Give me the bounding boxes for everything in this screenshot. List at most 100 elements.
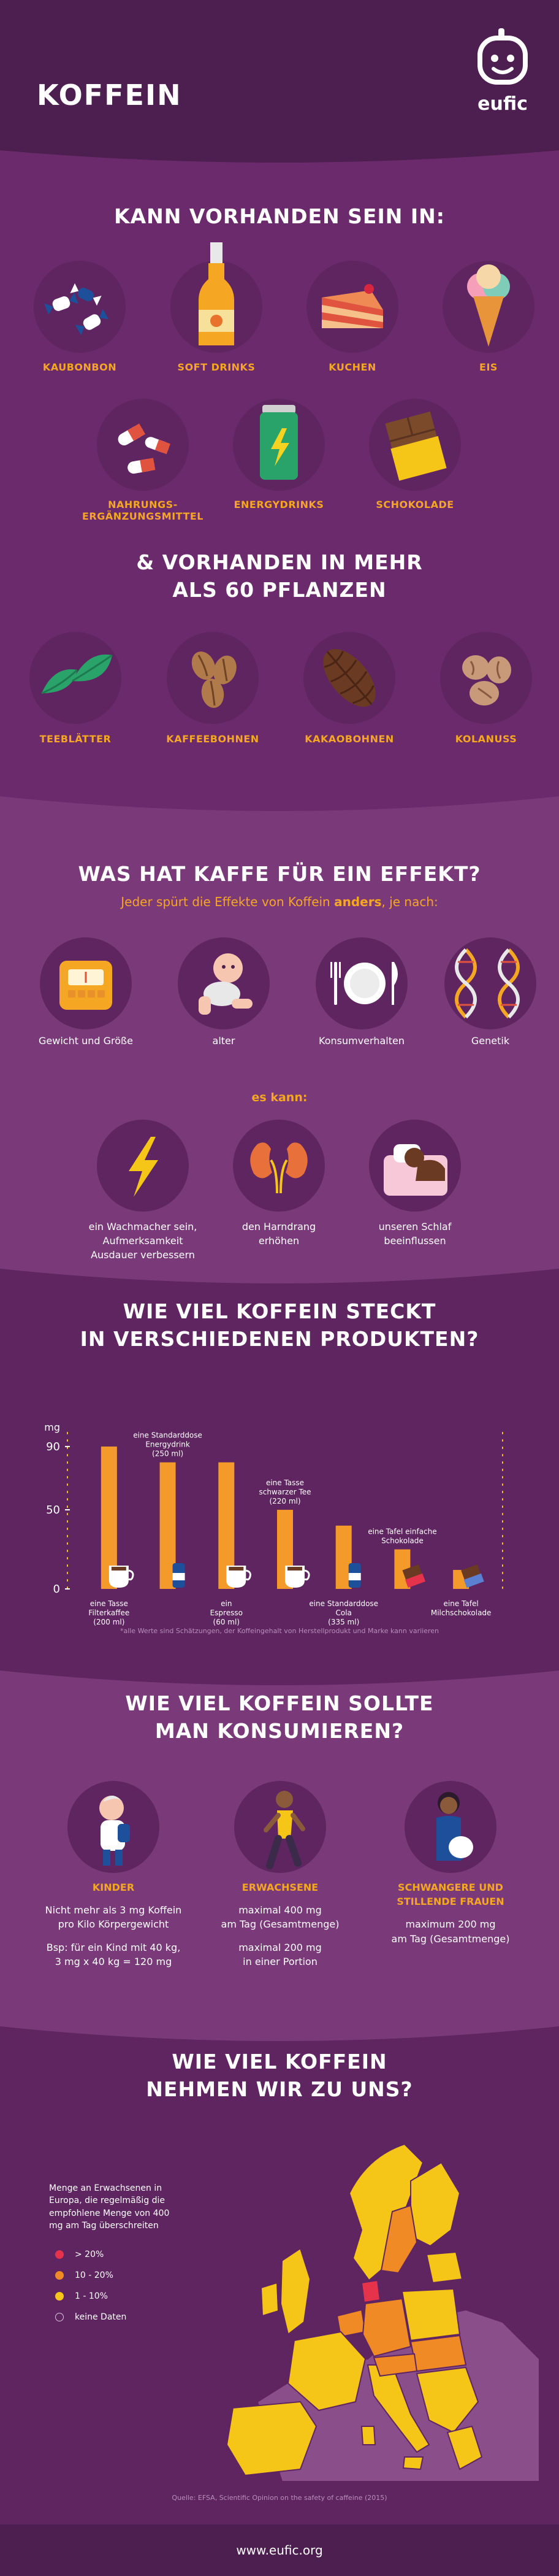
europe-title-line2: NEHMEN WIR ZU UNS?	[146, 2077, 413, 2101]
coffee-beans-circle	[167, 632, 259, 724]
legend-intro-3: empfohlene Menge von 400	[49, 2208, 170, 2218]
map-central-europe	[409, 2334, 467, 2372]
intake-section: WIE VIEL KOFFEIN SOLLTE MAN KONSUMIEREN?…	[0, 1666, 559, 2021]
group-children-title: KINDER	[92, 1882, 135, 1893]
coffee-beans-icon	[191, 651, 237, 708]
bar-label-0-0: eine Tasse	[90, 1599, 128, 1608]
source-label-soft-drinks: SOFT DRINKS	[177, 361, 256, 373]
bar-label-1-2: (250 ml)	[152, 1450, 183, 1458]
lightning-icon	[129, 1137, 158, 1197]
group-children: KINDER Nicht mehr als 3 mg Koffein pro K…	[21, 1880, 205, 1969]
europe-section: WIE VIEL KOFFEIN NEHMEN WIR ZU UNS? Meng…	[0, 2021, 559, 2524]
legend-item-mid: 10 - 20%	[49, 2265, 190, 2286]
bar-label-6-1: Milchschokolade	[431, 1609, 492, 1617]
group-pregnant-title2: STILLENDE FRAUEN	[397, 1896, 504, 1908]
bar-label-3-2: (220 ml)	[269, 1497, 300, 1505]
cola-can-icon	[348, 1563, 361, 1588]
group-pregnant-title: SCHWANGERE UND	[398, 1882, 503, 1893]
map-legend: Menge an Erwachsenen in Europa, die rege…	[49, 2182, 190, 2328]
map-greece	[446, 2425, 483, 2470]
map-balkans	[416, 2366, 479, 2434]
group-pregnant-line2: am Tag (Gesamtmenge)	[391, 1932, 510, 1945]
legend-label-low: 1 - 10%	[75, 2291, 108, 2302]
pregnant-circle	[405, 1781, 496, 1873]
sources-section: KANN VORHANDEN SEIN IN: KAUBONBON SOFT D…	[0, 144, 559, 549]
map-source: Quelle: EFSA, Scientific Opinion on the …	[172, 2494, 387, 2502]
candy-icon	[44, 283, 109, 336]
sources-title: KANN VORHANDEN SEIN IN:	[114, 204, 445, 228]
outcome-label-alert: ein Wachmacher sein, Aufmerksamkeit Ausd…	[72, 1220, 213, 1263]
factor-label-consumption: Konsumverhalten	[319, 1035, 405, 1047]
bar-label-6-0: eine Tafel	[444, 1599, 479, 1608]
coffee-cup-icon	[108, 1566, 134, 1588]
legend-intro-1: Menge an Erwachsenen in	[49, 2183, 162, 2193]
legend-item-nodata: keine Daten	[49, 2307, 190, 2328]
europe-title: WIE VIEL KOFFEIN NEHMEN WIR ZU UNS?	[0, 2048, 559, 2103]
europe-map	[226, 2143, 540, 2482]
bar-label-2-0: ein	[221, 1599, 232, 1608]
footer: www.eufic.org	[0, 2524, 559, 2576]
legend-swatch-nodata	[55, 2313, 64, 2322]
effects-subtitle-pre: Jeder spürt die Effekte von Koffein	[121, 894, 335, 909]
effects-section: WAS HAT KAFFE FÜR EIN EFFEKT? Jeder spür…	[0, 791, 559, 1264]
espresso-cup-icon	[226, 1566, 251, 1588]
wave-divider	[0, 2021, 559, 2041]
map-sicily	[402, 2456, 424, 2470]
group-adults-line2: am Tag (Gesamtmenge)	[221, 1918, 340, 1931]
cocoa-pod-icon	[323, 648, 376, 707]
group-children-line1: Nicht mehr als 3 mg Koffein	[45, 1904, 182, 1917]
intake-title-line2: MAN KONSUMIEREN?	[154, 1718, 405, 1743]
outcome-urine-line1: den Harndrang	[241, 1221, 316, 1232]
group-adults-line5: in einer Portion	[243, 1955, 318, 1967]
bar-label-5-0: eine Tafel einfache	[368, 1528, 436, 1536]
group-adults-line1: maximal 400 mg	[238, 1904, 322, 1917]
cocoa-circle	[303, 632, 395, 724]
bar-0	[101, 1446, 117, 1589]
effects-title: WAS HAT KAFFE FÜR EIN EFFEKT?	[78, 862, 481, 886]
wave-divider	[0, 1264, 559, 1283]
y-tick-label-50: 50	[46, 1504, 60, 1517]
legend-intro-2: Europa, die regelmäßig die	[49, 2196, 165, 2206]
wave-divider	[0, 791, 559, 811]
pregnant-woman-icon	[436, 1792, 473, 1861]
plant-label-coffee: KAFFEEBOHNEN	[166, 733, 259, 745]
map-sardinia	[360, 2426, 376, 2445]
bar-label-4-2: (335 ml)	[328, 1618, 359, 1626]
group-children-line5: 3 mg x 40 kg = 120 mg	[55, 1955, 172, 1967]
baby-icon	[199, 953, 253, 1015]
factor-genetics-circle	[444, 937, 536, 1029]
group-adults-line4: maximal 200 mg	[238, 1941, 322, 1953]
map-austria	[373, 2353, 418, 2377]
eufic-logo[interactable]: eufic	[469, 25, 536, 117]
plate-cutlery-icon	[330, 962, 398, 1005]
outcome-label-urine: den Harndrang erhöhen	[208, 1220, 349, 1248]
soft-drink-circle	[170, 242, 262, 353]
dna-icon	[455, 948, 520, 1019]
intake-title: WIE VIEL KOFFEIN SOLLTE MAN KONSUMIEREN?	[0, 1690, 559, 1745]
products-title: WIE VIEL KOFFEIN STECKT IN VERSCHIEDENEN…	[0, 1298, 559, 1353]
source-label-energy-drinks: ENERGYDRINKS	[234, 499, 324, 510]
legend-item-low: 1 - 10%	[49, 2286, 190, 2307]
chart-footnote: *alle Werte sind Schätzungen, der Koffei…	[120, 1627, 439, 1635]
tea-leaves-icon	[41, 654, 113, 694]
legend-swatch-high	[55, 2250, 64, 2259]
factor-age-circle	[178, 937, 270, 1029]
ice-cream-icon	[467, 264, 510, 347]
map-uk	[280, 2247, 311, 2336]
can-label: es kann:	[251, 1091, 308, 1104]
bar-label-1-1: Energydrink	[145, 1440, 190, 1449]
adults-circle	[234, 1781, 326, 1873]
outcome-alert-line2: Aufmerksamkeit	[102, 1235, 183, 1247]
map-ireland	[260, 2282, 280, 2317]
footer-url-link[interactable]: www.eufic.org	[236, 2543, 323, 2558]
header: KOFFEIN eufic	[0, 0, 559, 144]
sleeping-person-icon	[384, 1144, 447, 1196]
bar-label-4-1: Cola	[336, 1609, 352, 1617]
page-title: KOFFEIN	[37, 79, 182, 112]
plants-title-line1: & VORHANDEN IN MEHR	[136, 550, 423, 574]
map-baltics	[425, 2251, 463, 2284]
y-tick-label-90: 90	[46, 1440, 60, 1453]
legend-label-high: > 20%	[75, 2250, 104, 2260]
bar-label-3-0: eine Tasse	[266, 1478, 304, 1487]
wave-divider	[0, 144, 559, 163]
